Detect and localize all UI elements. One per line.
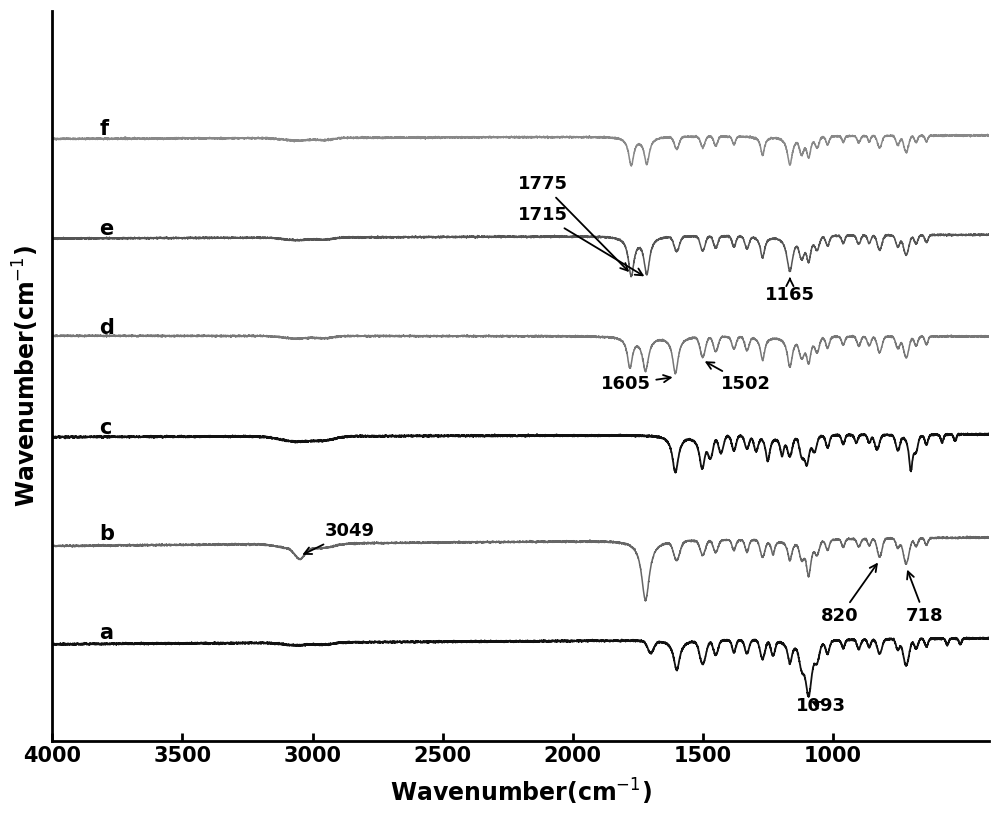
Text: e: e bbox=[99, 218, 113, 239]
Text: 1502: 1502 bbox=[706, 362, 771, 393]
Text: 1093: 1093 bbox=[796, 697, 846, 715]
Text: a: a bbox=[99, 623, 113, 643]
Y-axis label: Wavenumber(cm$^{-1}$): Wavenumber(cm$^{-1}$) bbox=[11, 245, 41, 507]
Text: 820: 820 bbox=[821, 564, 877, 625]
Text: c: c bbox=[99, 418, 112, 438]
Text: 1605: 1605 bbox=[601, 375, 671, 393]
Text: f: f bbox=[99, 119, 108, 139]
Text: b: b bbox=[99, 524, 114, 544]
Text: 1775: 1775 bbox=[517, 175, 628, 271]
Text: 718: 718 bbox=[906, 572, 944, 625]
Text: 1715: 1715 bbox=[517, 206, 643, 276]
Text: d: d bbox=[99, 318, 114, 338]
X-axis label: Wavenumber(cm$^{-1}$): Wavenumber(cm$^{-1}$) bbox=[390, 776, 652, 807]
Text: 1165: 1165 bbox=[765, 279, 815, 303]
Text: 3049: 3049 bbox=[304, 523, 375, 554]
